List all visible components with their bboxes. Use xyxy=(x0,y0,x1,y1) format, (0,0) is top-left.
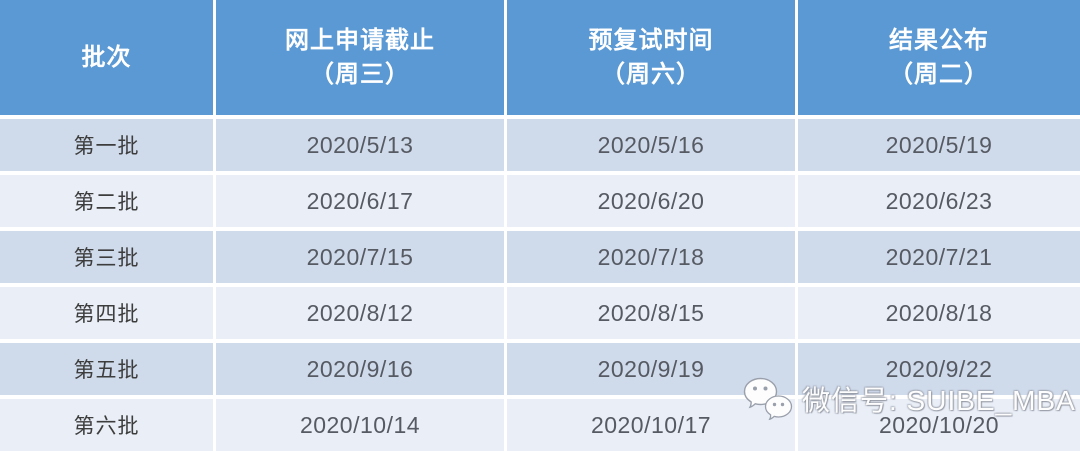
row1-interview: 2020/5/16 xyxy=(507,119,795,171)
column-header-batch-label: 批次 xyxy=(81,43,132,71)
row1-deadline: 2020/5/13 xyxy=(216,119,504,171)
column-header-result-announcement-sublabel: （周二） xyxy=(889,60,989,88)
column-header-application-deadline-sublabel: （周三） xyxy=(310,60,410,88)
column-header-application-deadline-label: 网上申请截止 xyxy=(285,26,435,54)
row2-interview: 2020/6/20 xyxy=(507,175,795,227)
column-header-interview-time-label: 预复试时间 xyxy=(588,26,714,54)
row6-interview: 2020/10/17 xyxy=(507,399,795,451)
row3-batch: 第三批 xyxy=(0,231,213,283)
column-header-result-announcement: 结果公布 （周二） xyxy=(798,0,1080,115)
row6-batch: 第六批 xyxy=(0,399,213,451)
row2-deadline: 2020/6/17 xyxy=(216,175,504,227)
row4-batch: 第四批 xyxy=(0,287,213,339)
row5-interview: 2020/9/19 xyxy=(507,343,795,395)
row3-result: 2020/7/21 xyxy=(798,231,1080,283)
row4-result: 2020/8/18 xyxy=(798,287,1080,339)
row4-deadline: 2020/8/12 xyxy=(216,287,504,339)
column-header-interview-time: 预复试时间 （周六） xyxy=(507,0,795,115)
row3-interview: 2020/7/18 xyxy=(507,231,795,283)
row5-result: 2020/9/22 xyxy=(798,343,1080,395)
row1-batch: 第一批 xyxy=(0,119,213,171)
column-header-batch: 批次 xyxy=(0,0,213,115)
column-header-application-deadline: 网上申请截止 （周三） xyxy=(216,0,504,115)
row5-deadline: 2020/9/16 xyxy=(216,343,504,395)
row4-interview: 2020/8/15 xyxy=(507,287,795,339)
row2-batch: 第二批 xyxy=(0,175,213,227)
column-header-interview-time-sublabel: （周六） xyxy=(601,60,701,88)
row1-result: 2020/5/19 xyxy=(798,119,1080,171)
row3-deadline: 2020/7/15 xyxy=(216,231,504,283)
row5-batch: 第五批 xyxy=(0,343,213,395)
row6-deadline: 2020/10/14 xyxy=(216,399,504,451)
column-header-result-announcement-label: 结果公布 xyxy=(889,26,989,54)
row2-result: 2020/6/23 xyxy=(798,175,1080,227)
row6-result: 2020/10/20 xyxy=(798,399,1080,451)
